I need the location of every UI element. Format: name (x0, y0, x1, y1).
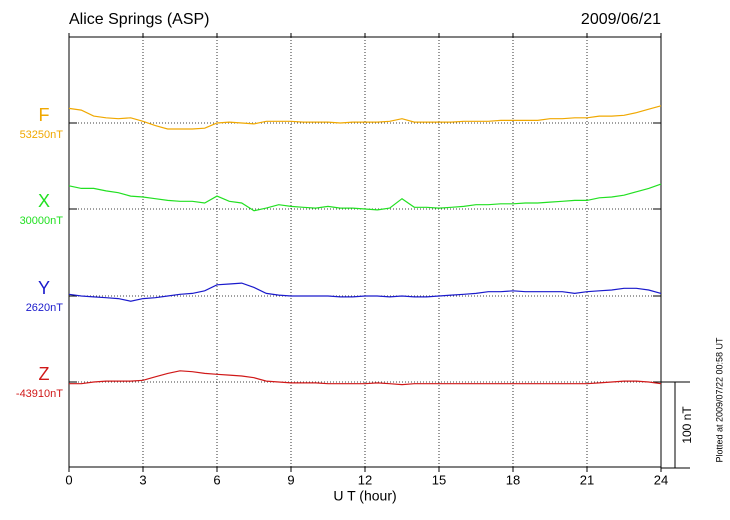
series-name: Z (39, 364, 50, 384)
chart-date: 2009/06/21 (581, 11, 661, 28)
series-baseline-label: 30000nT (20, 215, 64, 227)
x-tick-label: 6 (213, 472, 220, 487)
series-baseline-label: 53250nT (20, 129, 64, 141)
series-line (68, 282, 662, 302)
x-tick-label: 3 (139, 472, 146, 487)
series-baseline-label: -43910nT (16, 388, 63, 400)
chart-title: Alice Springs (ASP) (69, 11, 210, 28)
series-line (68, 183, 662, 212)
scale-bar-label: 100 nT (680, 406, 694, 444)
plot-frame (68, 36, 662, 468)
x-tick-label: 12 (358, 472, 372, 487)
series-name: X (38, 191, 50, 211)
x-tick-label: 21 (580, 472, 594, 487)
x-tick-label: 0 (65, 472, 72, 487)
series-baseline-label: 2620nT (26, 302, 64, 314)
x-tick-label: 18 (506, 472, 520, 487)
x-tick-label: 15 (432, 472, 446, 487)
series-line (69, 370, 662, 386)
x-axis-label: U T (hour) (333, 488, 396, 504)
plot-note: Plotted at 2009/07/22 00:58 UT (714, 337, 724, 463)
x-tick-label: 9 (287, 472, 294, 487)
series-name: F (39, 105, 50, 125)
series-name: Y (38, 278, 50, 298)
series-line (68, 105, 662, 130)
x-tick-label: 24 (654, 472, 668, 487)
